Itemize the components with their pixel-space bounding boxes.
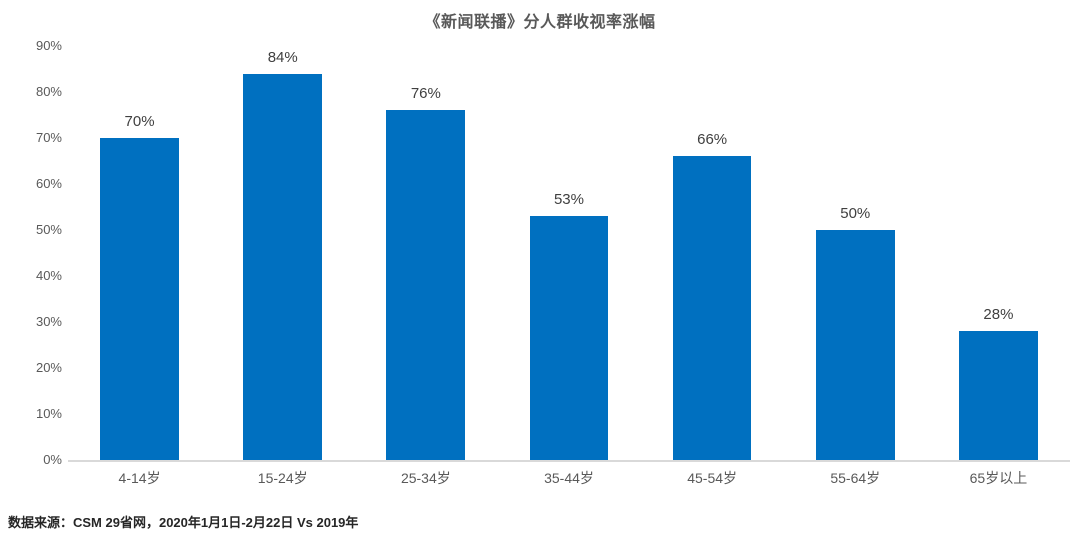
bar-value-label: 53% xyxy=(553,191,584,209)
y-axis-tick-label: 0% xyxy=(43,452,62,467)
y-axis-tick-label: 50% xyxy=(35,221,62,237)
bar xyxy=(815,230,895,460)
source-note: 数据来源：CSM 29省网，2020年1月1日-2月22日 Vs 2019年 xyxy=(8,515,359,530)
bar-value-label: 28% xyxy=(983,306,1014,324)
bar xyxy=(529,216,609,460)
x-axis-line xyxy=(68,460,1070,462)
y-axis: 0% 10% 20% 30% 40% 50% 60% 70% 80% 90% xyxy=(20,38,62,467)
bar-value-label: 70% xyxy=(124,113,155,130)
x-axis-category-label: 55-64岁 xyxy=(830,470,881,486)
bar-slot: 84% xyxy=(211,46,354,460)
bar-slot: 50% xyxy=(784,46,927,460)
y-axis-tick-label: 80% xyxy=(35,83,62,99)
plot-area: 0% 10% 20% 30% 40% 50% 60% 70% 80% 90% 70% 84% 76% 5… xyxy=(36,38,1070,467)
bar-value-label: 50% xyxy=(840,205,871,222)
bar-slot: 70% xyxy=(68,46,211,460)
x-axis-category-label: 15-24岁 xyxy=(257,470,308,486)
y-axis-tick-label: 70% xyxy=(35,129,62,145)
chart-title: 《新闻联播》分人群收视率涨幅 xyxy=(424,14,656,31)
y-axis-tick-label: 60% xyxy=(35,175,62,191)
bar-value-label: 76% xyxy=(410,85,441,103)
y-axis-tick-label: 40% xyxy=(35,268,62,283)
y-axis-tick-label: 10% xyxy=(35,405,62,421)
y-axis-tick-label: 20% xyxy=(35,360,62,375)
x-axis-category-label: 35-44岁 xyxy=(544,470,594,486)
x-axis: 4-14岁 15-24岁 25-34岁 35-44岁 45-54岁 55-64岁 65岁以上 xyxy=(68,468,1070,488)
bar xyxy=(100,138,179,460)
bar xyxy=(959,331,1038,460)
y-axis-tick-label: 90% xyxy=(35,38,62,53)
bar-value-label: 66% xyxy=(697,131,728,149)
bar-slot: 66% xyxy=(641,46,784,460)
x-axis-category-label: 4-14岁 xyxy=(118,470,161,486)
x-axis-category-label: 65岁以上 xyxy=(969,470,1028,486)
bar xyxy=(672,156,752,460)
x-axis-category-label: 45-54岁 xyxy=(687,470,738,486)
y-axis-tick-label: 30% xyxy=(35,313,62,329)
bar-slot: 53% xyxy=(497,46,640,460)
bar-value-label: 84% xyxy=(267,48,298,66)
bar-slot: 28% xyxy=(927,46,1070,460)
bar-slot: 76% xyxy=(354,46,497,460)
bar xyxy=(243,73,323,460)
x-axis-category-label: 25-34岁 xyxy=(400,470,451,486)
bars-group: 70% 84% 76% 53% 66% 50% 28% xyxy=(68,46,1070,460)
bar xyxy=(386,110,466,460)
